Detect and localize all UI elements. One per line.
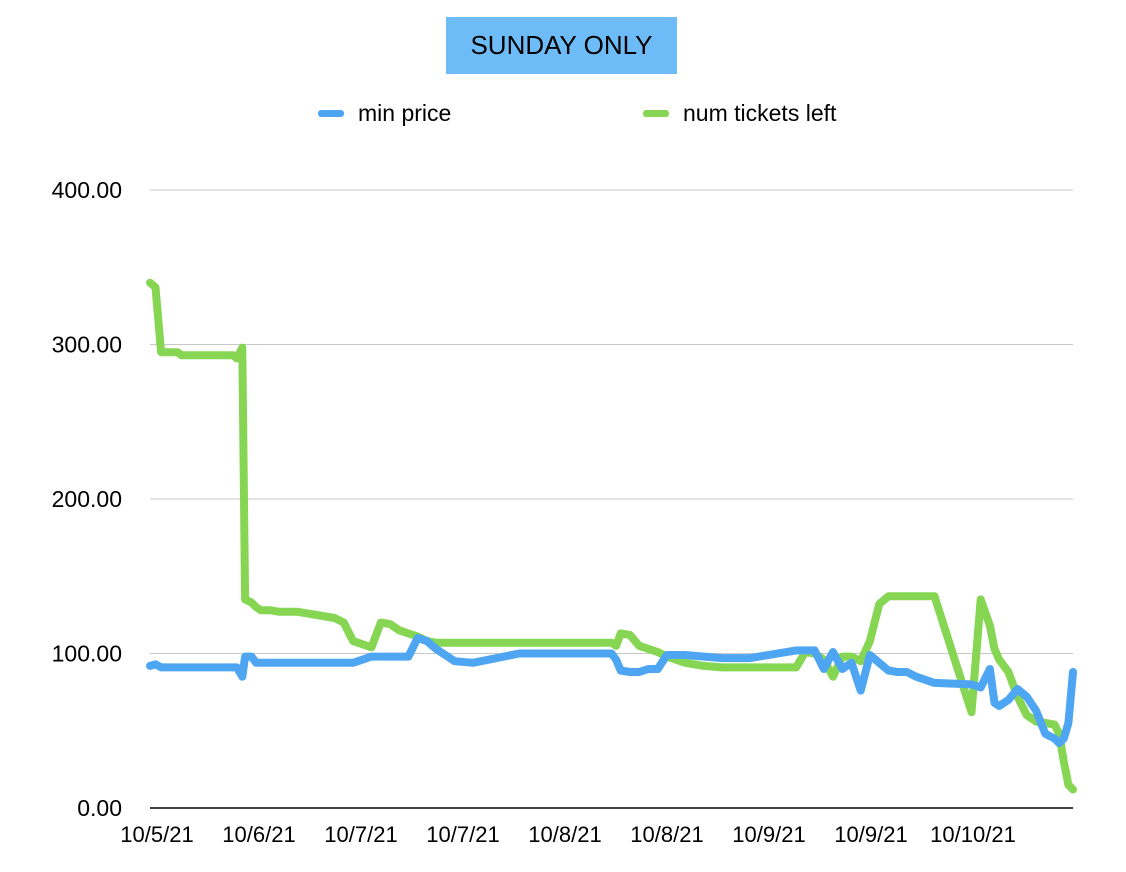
series-line-num-tickets-left — [146, 278, 1077, 794]
x-tick-label: 10/10/21 — [930, 822, 1016, 847]
y-tick-label: 300.00 — [52, 332, 122, 358]
legend-swatch-min-price — [318, 109, 344, 117]
x-tick-label: 10/7/21 — [426, 822, 499, 847]
legend-item-min-price: min price — [318, 98, 451, 128]
x-tick-label: 10/7/21 — [324, 822, 397, 847]
x-tick-label: 10/9/21 — [834, 822, 907, 847]
x-tick-label: 10/6/21 — [222, 822, 295, 847]
legend-item-num-tickets-left: num tickets left — [643, 98, 836, 128]
x-tick-label: 10/8/21 — [630, 822, 703, 847]
y-tick-label: 200.00 — [52, 486, 122, 512]
gridlines — [150, 189, 1073, 809]
y-axis-tick-labels: 0.00 100.00 200.00 300.00 400.00 — [52, 177, 122, 821]
chart-title-box: SUNDAY ONLY — [446, 17, 677, 74]
series-lines — [146, 278, 1077, 794]
x-tick-label: 10/8/21 — [528, 822, 601, 847]
series-line-min-price — [146, 634, 1077, 748]
legend-swatch-num-tickets-left — [643, 109, 669, 117]
x-axis-tick-labels: 10/5/21 10/6/21 10/7/21 10/7/21 10/8/21 10/8/… — [120, 822, 1016, 847]
legend-label-num-tickets-left: num tickets left — [683, 99, 837, 126]
y-tick-label: 400.00 — [52, 177, 122, 203]
y-tick-label: 100.00 — [52, 641, 122, 667]
x-tick-label: 10/5/21 — [120, 822, 193, 847]
y-tick-label: 0.00 — [77, 795, 122, 821]
legend-label-min-price: min price — [358, 99, 452, 126]
chart-title: SUNDAY ONLY — [470, 30, 653, 60]
x-tick-label: 10/9/21 — [732, 822, 805, 847]
